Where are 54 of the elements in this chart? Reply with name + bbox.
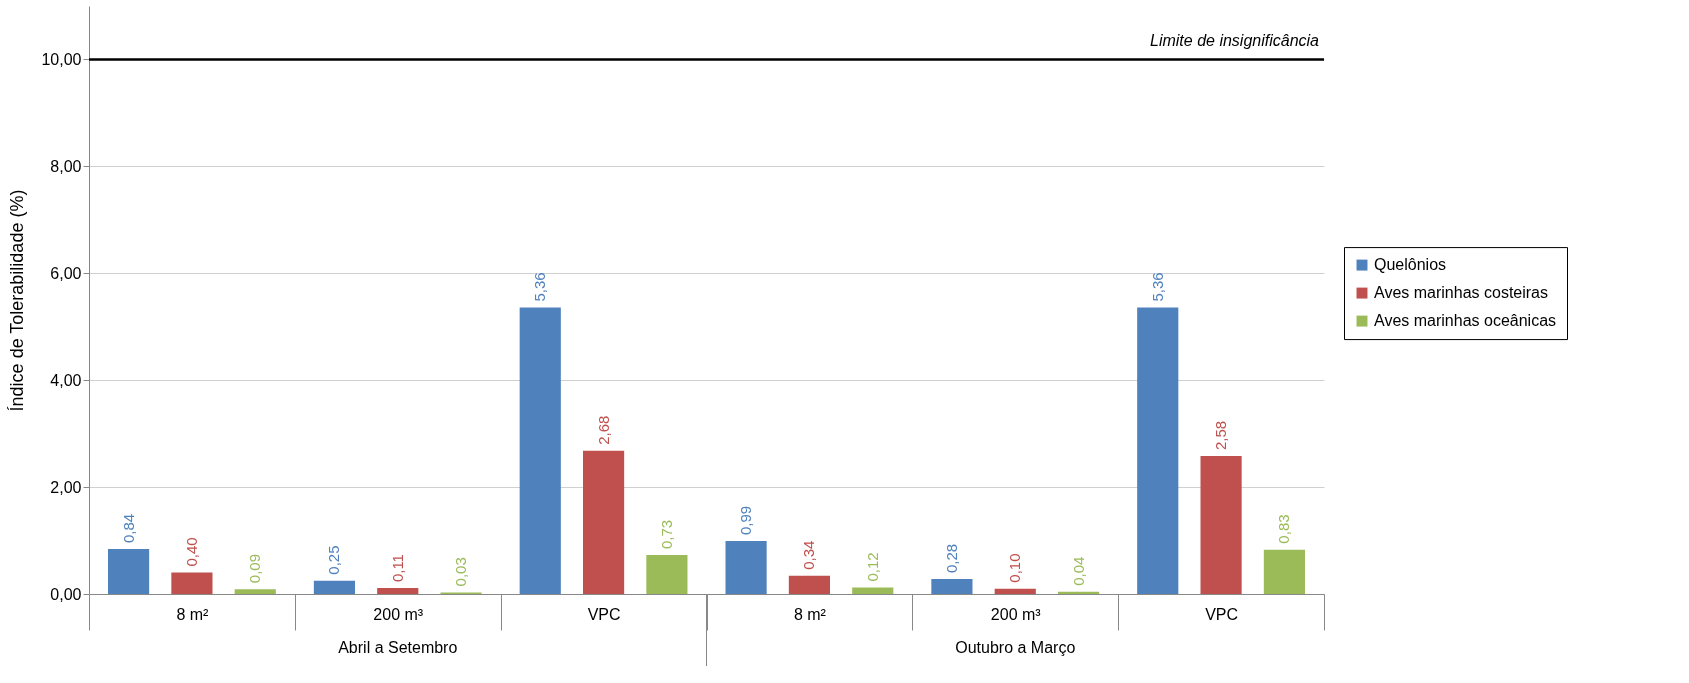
y-tick-label: 2,00 [50, 478, 82, 496]
bar [583, 450, 625, 594]
bar [725, 541, 767, 594]
legend-label: Quelônios [1374, 256, 1447, 274]
data-label: 0,73 [657, 519, 675, 549]
data-label: 0,04 [1069, 556, 1087, 586]
data-label: 5,36 [531, 272, 549, 302]
data-label: 0,83 [1275, 514, 1293, 544]
bar [1058, 591, 1100, 594]
bar [788, 575, 830, 594]
bar [519, 307, 561, 594]
bar [931, 579, 973, 594]
data-label: 0,40 [182, 537, 200, 567]
y-tick-label: 10,00 [41, 50, 82, 68]
bar [646, 554, 688, 594]
bar [108, 549, 150, 594]
text: Abril a Setembro [338, 639, 458, 656]
legend-label: Aves marinhas oceânicas [1374, 312, 1557, 330]
bar [852, 587, 894, 594]
data-label: 0,34 [800, 540, 818, 570]
data-label: 0,99 [737, 505, 755, 536]
y-axis-title: Índice de Tolerabilidade (%) [7, 189, 28, 412]
data-label: 0,09 [246, 553, 264, 584]
x-tick-label: 200 m³ [990, 605, 1042, 623]
bar [171, 572, 213, 594]
x-tick-label: 8 m² [176, 605, 210, 623]
data-label: 0,84 [119, 513, 137, 544]
y-tick-label: 0,00 [50, 585, 82, 603]
y-tick-label: 4,00 [50, 371, 82, 389]
legend-label: Aves marinhas costeiras [1374, 284, 1548, 302]
data-label: 0,12 [863, 552, 881, 582]
bar [1263, 549, 1305, 594]
bar [1200, 456, 1242, 594]
x-tick-label: VPC [1205, 605, 1239, 623]
y-tick-label: 8,00 [50, 157, 82, 175]
bar [1137, 307, 1179, 594]
ref-line-label: Limite de insignificância [1150, 32, 1320, 50]
data-label: 0,03 [452, 557, 470, 587]
x-tick-label: 8 m² [793, 605, 827, 623]
bar [234, 589, 276, 594]
x-tick-label: 200 m³ [373, 605, 424, 623]
text: Outubro a Março [955, 639, 1076, 656]
bar [377, 588, 419, 594]
y-tick-label: 6,00 [50, 264, 82, 282]
data-label: 2,58 [1212, 420, 1230, 451]
data-label: 0,10 [1006, 553, 1024, 583]
data-label: 0,11 [388, 554, 406, 583]
data-label: 5,36 [1148, 272, 1166, 302]
x-tick-label: VPC [587, 605, 621, 623]
data-label: 0,28 [942, 543, 960, 574]
data-label: 2,68 [594, 415, 612, 445]
data-label: 0,25 [325, 545, 343, 575]
bar [313, 580, 355, 594]
bar [994, 588, 1036, 594]
